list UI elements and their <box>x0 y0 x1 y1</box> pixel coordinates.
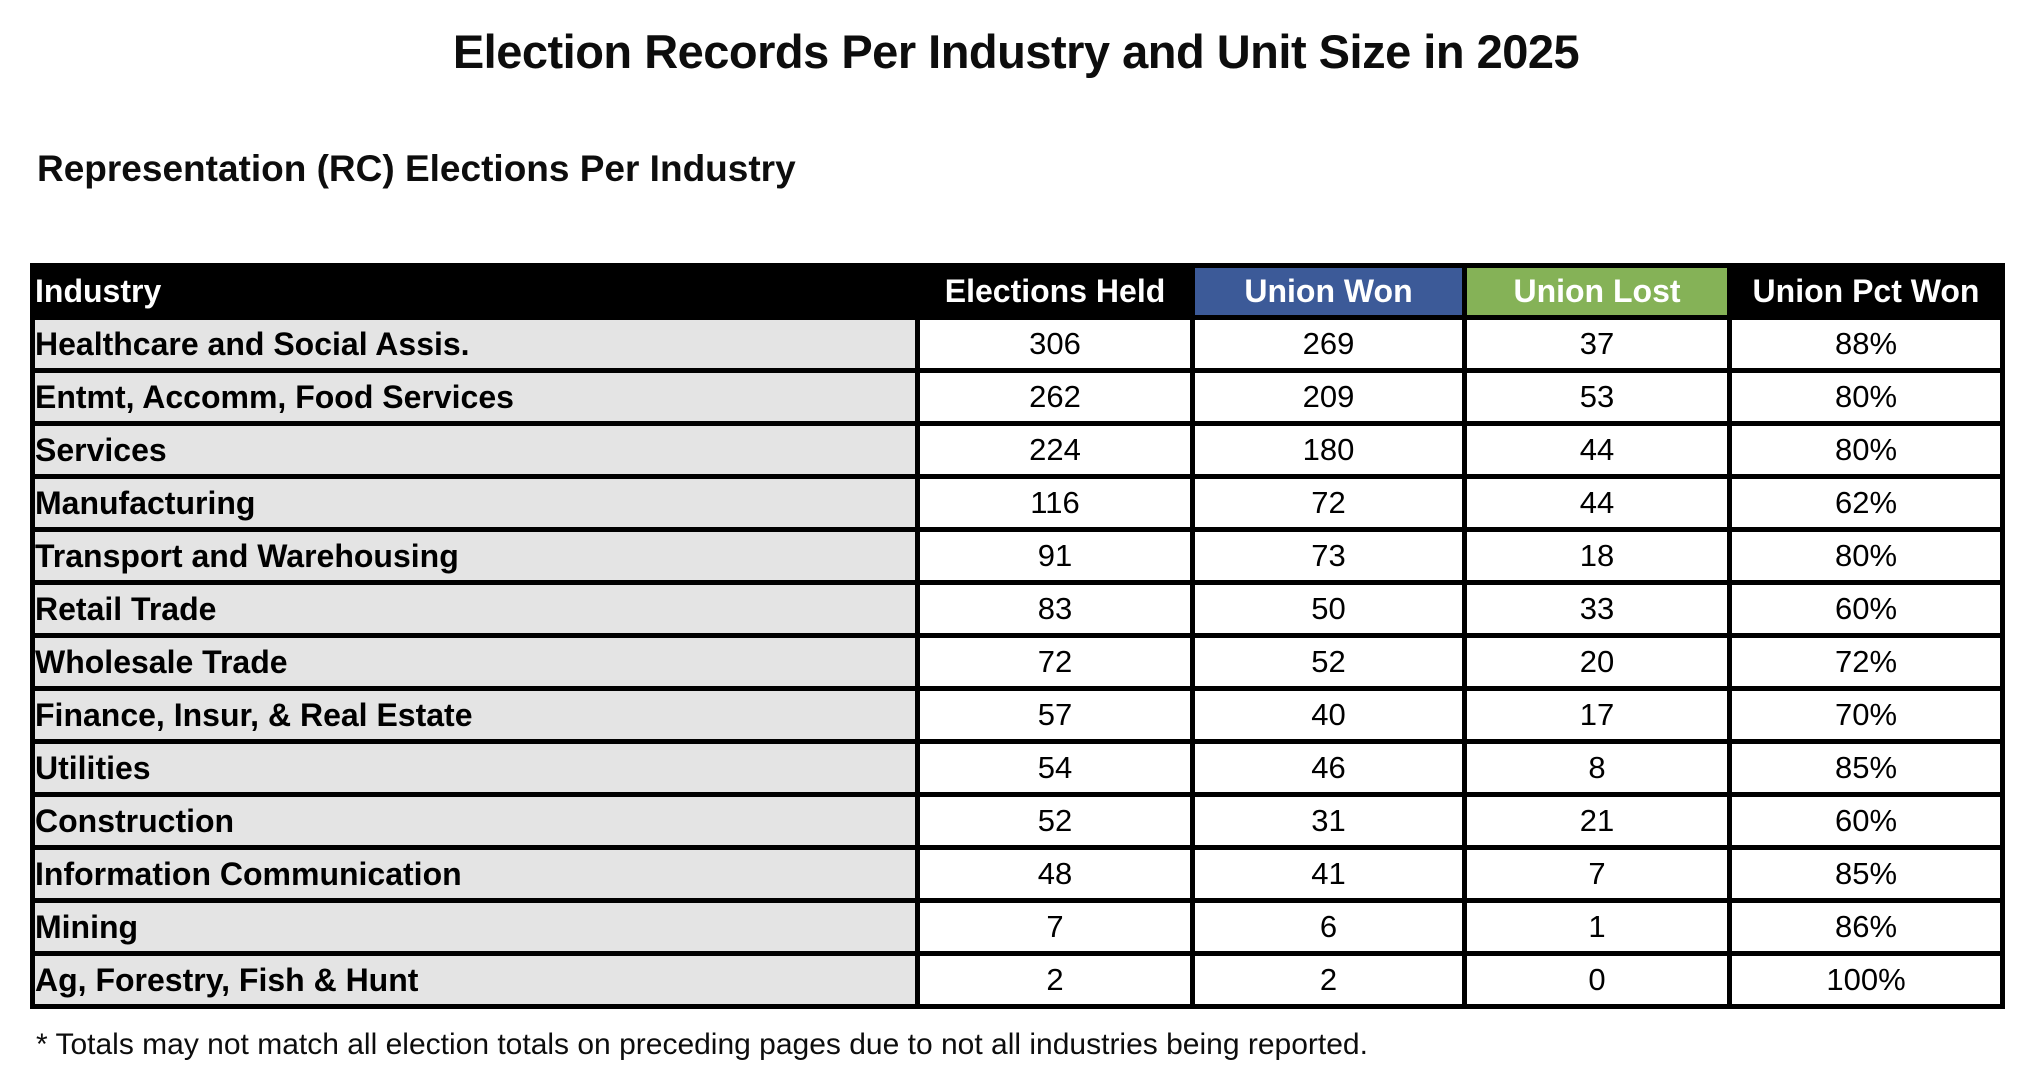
table-row: Transport and Warehousing 91 73 18 80% <box>30 527 2005 585</box>
industry-cell: Utilities <box>30 739 920 797</box>
union-lost-cell: 18 <box>1462 527 1732 585</box>
table-row: Healthcare and Social Assis. 306 269 37 … <box>30 315 2005 373</box>
union-won-cell: 2 <box>1190 951 1467 1009</box>
table-row: Entmt, Accomm, Food Services 262 209 53 … <box>30 368 2005 426</box>
union-won-cell: 50 <box>1190 580 1467 638</box>
table-row: Wholesale Trade 72 52 20 72% <box>30 633 2005 691</box>
union-lost-cell: 0 <box>1462 951 1732 1009</box>
col-header-union-pct-won: Union Pct Won <box>1727 263 2005 320</box>
union-lost-cell: 33 <box>1462 580 1732 638</box>
union-pct-won-cell: 88% <box>1727 315 2005 373</box>
elections-held-cell: 262 <box>915 368 1195 426</box>
table-row: Manufacturing 116 72 44 62% <box>30 474 2005 532</box>
elections-held-cell: 83 <box>915 580 1195 638</box>
union-lost-cell: 37 <box>1462 315 1732 373</box>
union-won-cell: 269 <box>1190 315 1467 373</box>
table-row: Ag, Forestry, Fish & Hunt 2 2 0 100% <box>30 951 2005 1009</box>
union-pct-won-cell: 60% <box>1727 580 2005 638</box>
union-pct-won-cell: 60% <box>1727 792 2005 850</box>
section-title: Representation (RC) Elections Per Indust… <box>37 148 796 189</box>
elections-held-cell: 52 <box>915 792 1195 850</box>
col-header-elections-held: Elections Held <box>915 263 1195 320</box>
union-lost-cell: 17 <box>1462 686 1732 744</box>
union-won-cell: 52 <box>1190 633 1467 691</box>
union-lost-cell: 7 <box>1462 845 1732 903</box>
union-lost-cell: 8 <box>1462 739 1732 797</box>
elections-held-cell: 91 <box>915 527 1195 585</box>
union-pct-won-cell: 80% <box>1727 527 2005 585</box>
elections-held-cell: 2 <box>915 951 1195 1009</box>
union-pct-won-cell: 85% <box>1727 845 2005 903</box>
industry-cell: Finance, Insur, & Real Estate <box>30 686 920 744</box>
elections-table: Industry Elections Held Union Won Union … <box>30 263 2005 1009</box>
union-won-cell: 40 <box>1190 686 1467 744</box>
union-won-cell: 46 <box>1190 739 1467 797</box>
elections-held-cell: 7 <box>915 898 1195 956</box>
col-header-union-lost: Union Lost <box>1462 263 1732 320</box>
union-won-cell: 6 <box>1190 898 1467 956</box>
union-won-cell: 31 <box>1190 792 1467 850</box>
industry-cell: Services <box>30 421 920 479</box>
elections-held-cell: 72 <box>915 633 1195 691</box>
industry-cell: Ag, Forestry, Fish & Hunt <box>30 951 920 1009</box>
union-lost-cell: 44 <box>1462 474 1732 532</box>
elections-held-cell: 116 <box>915 474 1195 532</box>
union-lost-cell: 1 <box>1462 898 1732 956</box>
union-lost-cell: 21 <box>1462 792 1732 850</box>
union-won-cell: 180 <box>1190 421 1467 479</box>
union-won-cell: 41 <box>1190 845 1467 903</box>
union-pct-won-cell: 62% <box>1727 474 2005 532</box>
page-title: Election Records Per Industry and Unit S… <box>452 25 1580 78</box>
union-lost-cell: 44 <box>1462 421 1732 479</box>
union-pct-won-cell: 80% <box>1727 421 2005 479</box>
industry-cell: Mining <box>30 898 920 956</box>
industry-cell: Information Communication <box>30 845 920 903</box>
table-row: Services 224 180 44 80% <box>30 421 2005 479</box>
industry-cell: Construction <box>30 792 920 850</box>
union-pct-won-cell: 72% <box>1727 633 2005 691</box>
table-row: Retail Trade 83 50 33 60% <box>30 580 2005 638</box>
elections-held-cell: 306 <box>915 315 1195 373</box>
industry-cell: Healthcare and Social Assis. <box>30 315 920 373</box>
industry-cell: Wholesale Trade <box>30 633 920 691</box>
union-won-cell: 72 <box>1190 474 1467 532</box>
union-lost-cell: 20 <box>1462 633 1732 691</box>
header-row: Industry Elections Held Union Won Union … <box>30 263 2005 320</box>
union-pct-won-cell: 70% <box>1727 686 2005 744</box>
union-won-cell: 209 <box>1190 368 1467 426</box>
union-won-cell: 73 <box>1190 527 1467 585</box>
union-pct-won-cell: 85% <box>1727 739 2005 797</box>
col-header-industry: Industry <box>30 263 920 320</box>
table-row: Utilities 54 46 8 85% <box>30 739 2005 797</box>
industry-cell: Transport and Warehousing <box>30 527 920 585</box>
elections-held-cell: 57 <box>915 686 1195 744</box>
union-lost-cell: 53 <box>1462 368 1732 426</box>
union-pct-won-cell: 86% <box>1727 898 2005 956</box>
table-row: Mining 7 6 1 86% <box>30 898 2005 956</box>
elections-held-cell: 48 <box>915 845 1195 903</box>
industry-cell: Manufacturing <box>30 474 920 532</box>
footnote: * Totals may not match all election tota… <box>36 1028 1368 1061</box>
table-row: Finance, Insur, & Real Estate 57 40 17 7… <box>30 686 2005 744</box>
union-pct-won-cell: 80% <box>1727 368 2005 426</box>
industry-cell: Retail Trade <box>30 580 920 638</box>
industry-cell: Entmt, Accomm, Food Services <box>30 368 920 426</box>
elections-held-cell: 54 <box>915 739 1195 797</box>
elections-held-cell: 224 <box>915 421 1195 479</box>
union-pct-won-cell: 100% <box>1727 951 2005 1009</box>
table-row: Construction 52 31 21 60% <box>30 792 2005 850</box>
col-header-union-won: Union Won <box>1190 263 1467 320</box>
table-row: Information Communication 48 41 7 85% <box>30 845 2005 903</box>
